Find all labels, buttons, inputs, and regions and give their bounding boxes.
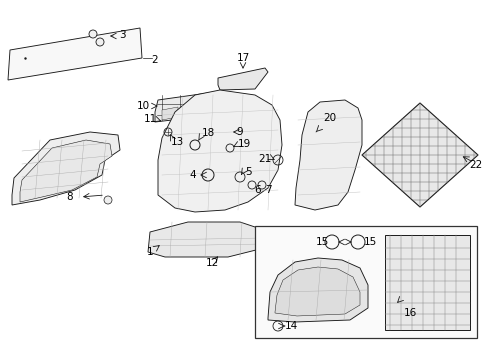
Circle shape (89, 30, 97, 38)
Text: 2: 2 (151, 55, 158, 65)
Text: 21: 21 (258, 154, 271, 164)
Circle shape (235, 172, 244, 182)
Polygon shape (8, 28, 142, 80)
Text: 11: 11 (143, 114, 156, 124)
Text: 19: 19 (237, 139, 250, 149)
Text: 15: 15 (363, 237, 376, 247)
Text: 10: 10 (136, 101, 149, 111)
Circle shape (202, 169, 214, 181)
Polygon shape (218, 68, 267, 90)
Polygon shape (294, 100, 361, 210)
Bar (254, 226, 476, 338)
Text: 18: 18 (201, 128, 214, 138)
Text: 5: 5 (245, 167, 252, 177)
Polygon shape (162, 107, 178, 120)
Circle shape (96, 38, 104, 46)
Polygon shape (155, 92, 218, 122)
Text: 15: 15 (315, 237, 328, 247)
Text: 7: 7 (264, 185, 271, 195)
Text: 3: 3 (119, 30, 125, 40)
Text: 4: 4 (189, 170, 196, 180)
Polygon shape (198, 107, 214, 120)
Polygon shape (164, 122, 229, 153)
Bar (384, 235, 469, 330)
Polygon shape (274, 267, 359, 316)
Polygon shape (267, 258, 367, 322)
Polygon shape (148, 222, 264, 257)
Text: 20: 20 (323, 113, 336, 123)
Text: 13: 13 (170, 137, 183, 147)
Polygon shape (180, 107, 196, 120)
Text: 9: 9 (236, 127, 243, 137)
Polygon shape (361, 103, 477, 207)
Text: 14: 14 (284, 321, 297, 331)
Text: 12: 12 (205, 258, 218, 268)
Text: 17: 17 (236, 53, 249, 63)
Polygon shape (170, 126, 224, 150)
Text: 1: 1 (146, 247, 153, 257)
Text: 8: 8 (66, 192, 73, 202)
Text: 16: 16 (403, 308, 416, 318)
Text: 22: 22 (468, 160, 482, 170)
Polygon shape (20, 140, 112, 202)
Circle shape (104, 196, 112, 204)
Polygon shape (158, 90, 282, 212)
Circle shape (190, 140, 200, 150)
Text: 6: 6 (254, 185, 261, 195)
Circle shape (225, 144, 234, 152)
Polygon shape (12, 132, 120, 205)
